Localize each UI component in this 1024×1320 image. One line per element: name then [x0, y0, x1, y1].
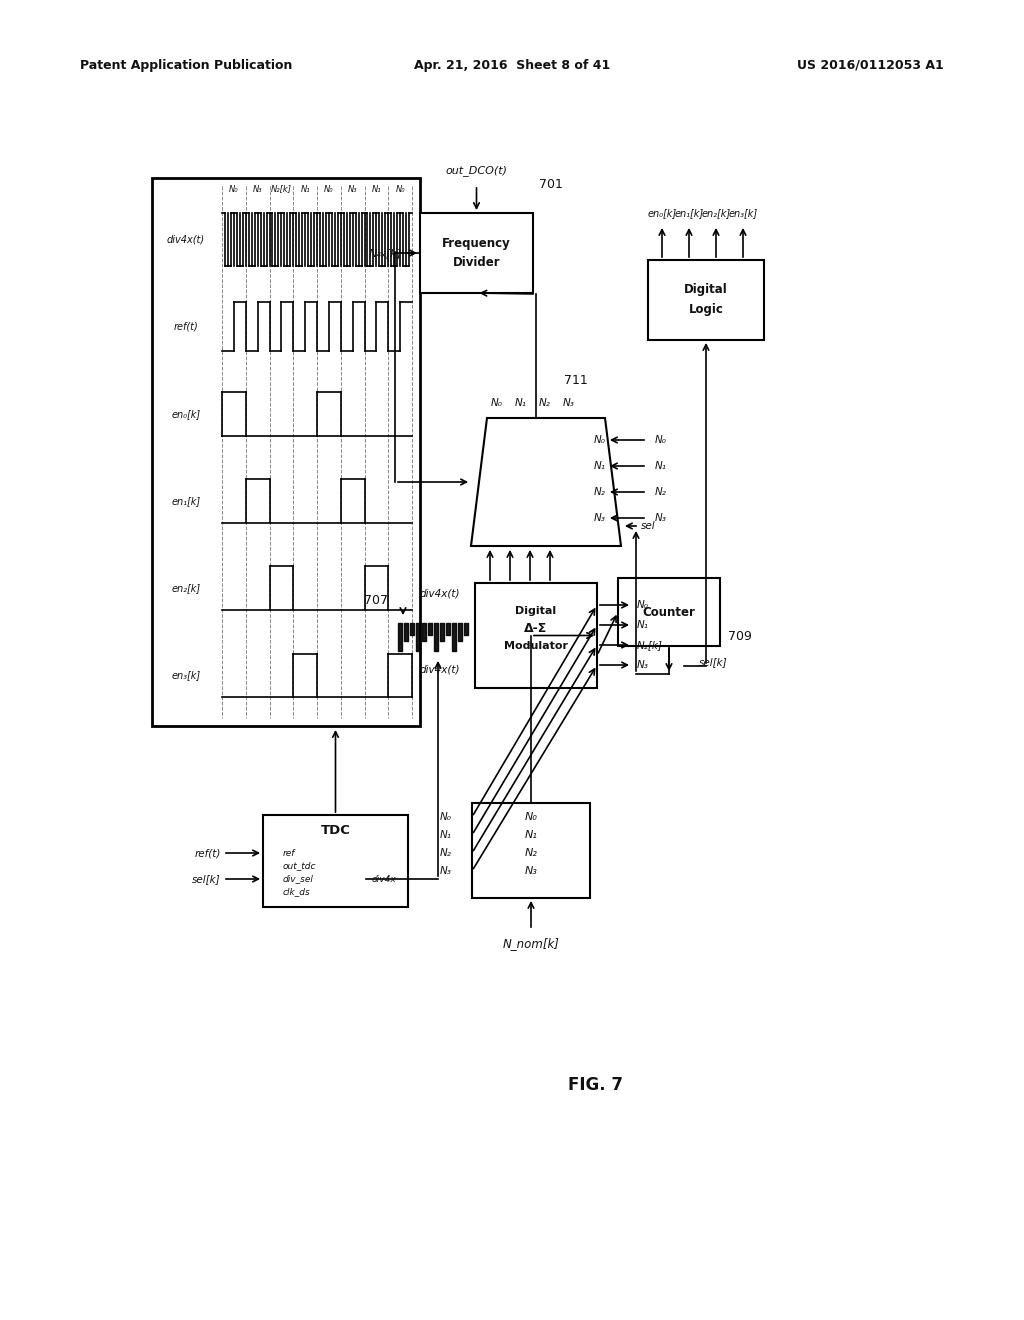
Text: ref(t): ref(t) — [174, 322, 199, 331]
Text: N₀: N₀ — [492, 399, 503, 408]
Text: div_sel: div_sel — [283, 874, 314, 883]
Text: en₂[k]: en₂[k] — [701, 209, 730, 218]
Text: sel: sel — [641, 521, 655, 531]
Text: sel[k]: sel[k] — [699, 657, 728, 667]
Bar — [152, 178, 420, 726]
Text: N₁: N₁ — [637, 620, 649, 630]
Bar — [475, 583, 597, 688]
Text: N₀: N₀ — [229, 185, 239, 194]
Text: Digital: Digital — [684, 284, 728, 297]
Text: N₂: N₂ — [594, 487, 606, 498]
Text: US 2016/0112053 A1: US 2016/0112053 A1 — [798, 58, 944, 71]
Text: en₃[k]: en₃[k] — [171, 671, 201, 680]
Text: N₀: N₀ — [655, 436, 667, 445]
Text: en₂[k]: en₂[k] — [171, 583, 201, 593]
Text: en₁[k]: en₁[k] — [171, 496, 201, 506]
Text: N₁: N₁ — [594, 461, 606, 471]
Text: Δ-Σ: Δ-Σ — [524, 623, 548, 635]
Text: en₁[k]: en₁[k] — [675, 209, 703, 218]
Text: 707: 707 — [364, 594, 388, 606]
Text: N₁: N₁ — [515, 399, 527, 408]
Text: div4x: div4x — [372, 874, 396, 883]
Text: N₀: N₀ — [395, 185, 404, 194]
Text: N₃: N₃ — [655, 513, 667, 523]
Text: N₃: N₃ — [594, 513, 606, 523]
Text: N₃: N₃ — [253, 185, 262, 194]
Text: Frequency: Frequency — [442, 236, 511, 249]
Text: Apr. 21, 2016  Sheet 8 of 41: Apr. 21, 2016 Sheet 8 of 41 — [414, 58, 610, 71]
Text: Digital: Digital — [515, 606, 557, 616]
Text: 709: 709 — [728, 630, 752, 643]
Bar — [263, 814, 408, 907]
Text: div4x(t): div4x(t) — [420, 665, 460, 675]
Text: N₁: N₁ — [300, 185, 310, 194]
Text: N₂: N₂ — [655, 487, 667, 498]
Text: Divider: Divider — [453, 256, 501, 269]
Text: out_tdc: out_tdc — [283, 862, 316, 870]
Bar — [420, 213, 534, 293]
Text: en₀[k]: en₀[k] — [647, 209, 677, 218]
Text: clk_ds: clk_ds — [283, 887, 310, 896]
Text: N₂[k]: N₂[k] — [637, 640, 663, 649]
Text: en₃[k]: en₃[k] — [728, 209, 758, 218]
Text: N₀: N₀ — [594, 436, 606, 445]
Text: 711: 711 — [564, 374, 588, 387]
Text: N₀: N₀ — [637, 601, 649, 610]
Text: N₁: N₁ — [655, 461, 667, 471]
Text: out_DCO(t): out_DCO(t) — [445, 165, 508, 177]
Text: Modulator: Modulator — [504, 642, 568, 651]
Text: Logic: Logic — [688, 304, 723, 317]
Bar — [648, 260, 764, 341]
Text: Counter: Counter — [643, 606, 695, 619]
Text: TDC: TDC — [321, 825, 350, 837]
Polygon shape — [471, 418, 621, 546]
Text: N₀: N₀ — [324, 185, 334, 194]
Text: ref(t): ref(t) — [195, 847, 221, 858]
Text: N_nom[k]: N_nom[k] — [503, 937, 559, 950]
Text: N₂[k]: N₂[k] — [271, 185, 292, 194]
Text: N₂: N₂ — [539, 399, 551, 408]
Text: 701: 701 — [539, 178, 563, 191]
Text: N₁: N₁ — [372, 185, 381, 194]
Text: N₃: N₃ — [440, 866, 452, 876]
Text: N₀: N₀ — [440, 812, 452, 822]
Text: FIG. 7: FIG. 7 — [567, 1076, 623, 1094]
Text: N₃: N₃ — [524, 866, 538, 876]
Text: N₃: N₃ — [637, 660, 649, 671]
Text: ref: ref — [283, 849, 295, 858]
Text: N₀: N₀ — [524, 812, 538, 822]
Text: N₂: N₂ — [524, 847, 538, 858]
Text: N₁: N₁ — [440, 830, 452, 840]
Text: N₁: N₁ — [524, 830, 538, 840]
Text: div4x(t): div4x(t) — [167, 235, 205, 244]
Bar — [472, 803, 590, 898]
Text: div4x(t): div4x(t) — [420, 587, 460, 598]
Text: sel[k]: sel[k] — [193, 874, 221, 884]
Text: N₃: N₃ — [348, 185, 357, 194]
Text: Patent Application Publication: Patent Application Publication — [80, 58, 293, 71]
Text: N₂: N₂ — [440, 847, 452, 858]
Bar — [618, 578, 720, 645]
Text: N₃: N₃ — [563, 399, 574, 408]
Text: N₄ₓ[k]: N₄ₓ[k] — [369, 248, 402, 257]
Text: en₀[k]: en₀[k] — [171, 409, 201, 418]
